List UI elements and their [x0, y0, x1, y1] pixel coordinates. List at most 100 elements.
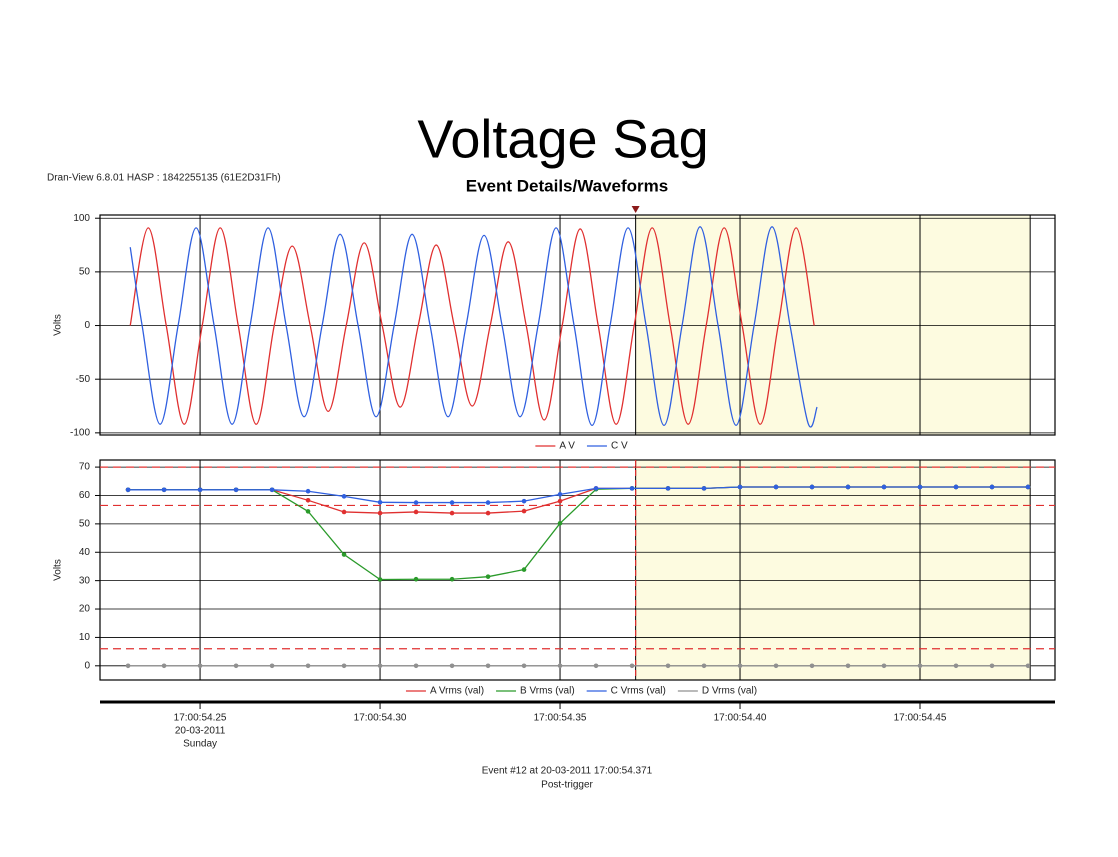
data-point	[485, 663, 491, 669]
data-point	[341, 663, 347, 669]
data-point	[629, 663, 635, 669]
data-point	[413, 576, 419, 582]
data-point	[377, 663, 383, 669]
x-tick-day: Sunday	[183, 739, 217, 750]
data-point	[305, 509, 311, 514]
data-point	[485, 574, 491, 579]
x-tick-label: 17:00:54.35	[534, 713, 587, 724]
x-tick-label: 17:00:54.30	[354, 713, 407, 724]
data-point	[1025, 663, 1031, 669]
chart-subtitle: Event Details/Waveforms	[466, 176, 669, 195]
y-axis-label: Volts	[53, 559, 64, 581]
x-tick-label: 17:00:54.45	[894, 713, 947, 724]
data-point	[989, 484, 995, 490]
x-tick-label: 17:00:54.40	[714, 713, 767, 724]
y-tick-label: 0	[84, 320, 90, 331]
data-point	[341, 494, 347, 499]
post-trigger-region	[635, 214, 1031, 436]
data-point	[953, 484, 959, 490]
data-point	[233, 487, 239, 493]
data-point	[377, 499, 383, 505]
x-tick-date: 20-03-2011	[175, 726, 226, 737]
data-point	[593, 486, 599, 491]
series-line	[128, 486, 1028, 504]
data-point	[413, 500, 419, 505]
data-point	[449, 510, 455, 516]
data-point	[737, 663, 743, 669]
x-tick-label: 17:00:54.25	[174, 713, 227, 724]
data-point	[665, 486, 671, 491]
data-point	[881, 484, 887, 490]
legend-label: C Vrms (val)	[611, 686, 666, 697]
data-point	[953, 663, 959, 669]
data-point	[341, 552, 347, 557]
y-tick-label: 10	[79, 632, 91, 643]
event-text: Event #12 at 20-03-2011 17:00:54.371	[482, 766, 653, 777]
y-tick-label: 0	[84, 660, 90, 671]
data-point	[845, 484, 851, 490]
y-axis-label: Volts	[53, 314, 64, 336]
app-header: Dran-View 6.8.01 HASP : 1842255135 (61E2…	[47, 173, 281, 184]
data-point	[773, 663, 779, 669]
data-point	[521, 498, 527, 504]
y-tick-label: 30	[79, 575, 91, 586]
slide-title: Voltage Sag	[417, 109, 708, 169]
plot-frame	[99, 214, 1056, 436]
y-tick-label: 20	[79, 604, 91, 615]
data-point	[305, 663, 311, 669]
legend-label: A Vrms (val)	[430, 686, 484, 697]
data-point	[413, 663, 419, 669]
data-point	[773, 484, 779, 490]
data-point	[881, 663, 887, 669]
data-point	[701, 486, 707, 491]
data-point	[269, 487, 275, 493]
data-point	[593, 663, 599, 669]
y-tick-label: 40	[79, 547, 91, 558]
data-point	[557, 521, 563, 526]
data-point	[449, 576, 455, 582]
data-point	[701, 663, 707, 669]
data-point	[521, 567, 527, 572]
data-point	[233, 663, 239, 669]
data-point	[197, 663, 203, 669]
data-point	[989, 663, 995, 669]
data-point	[449, 663, 455, 669]
data-point	[485, 500, 491, 505]
data-point	[557, 498, 563, 504]
data-point	[305, 488, 311, 494]
data-point	[809, 663, 815, 669]
data-point	[161, 487, 167, 493]
data-point	[557, 492, 563, 497]
data-point	[197, 487, 203, 493]
series-line	[129, 226, 818, 428]
data-point	[377, 577, 383, 582]
data-point	[917, 484, 923, 490]
trigger-marker	[631, 206, 640, 213]
y-tick-label: 100	[73, 213, 90, 224]
data-point	[737, 484, 743, 490]
data-point	[341, 509, 347, 515]
data-point	[557, 663, 563, 669]
data-point	[125, 663, 131, 669]
data-point	[305, 498, 311, 503]
series-line	[129, 227, 815, 425]
legend-label: A V	[559, 441, 575, 452]
data-point	[125, 487, 131, 493]
legend: A Vrms (val) B Vrms (val) C Vrms (val) D Vr…	[405, 686, 757, 697]
status-text: Post-trigger	[541, 780, 593, 791]
legend-label: D Vrms (val)	[702, 686, 757, 697]
data-point	[449, 500, 455, 505]
y-tick-label: 60	[79, 490, 91, 501]
plot-frame	[99, 459, 1056, 681]
data-point	[485, 510, 491, 516]
data-point	[161, 663, 167, 669]
y-tick-label: 70	[79, 462, 91, 473]
data-point	[1025, 484, 1031, 490]
data-point	[845, 663, 851, 669]
data-point	[521, 508, 527, 514]
y-tick-label: 50	[79, 519, 91, 530]
data-point	[413, 509, 419, 515]
data-point	[521, 663, 527, 669]
legend-label: B Vrms (val)	[520, 686, 575, 697]
